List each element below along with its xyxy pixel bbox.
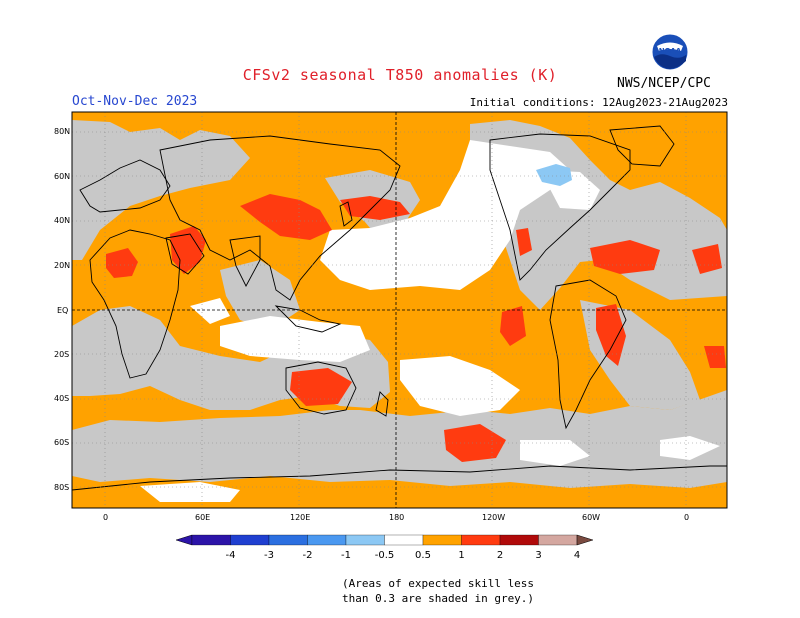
lat-label: 20N: [54, 261, 71, 270]
colorbar-label: 4: [574, 550, 580, 561]
colorbar-label: 2: [497, 550, 503, 561]
agency-label: NWS/NCEP/CPC: [617, 76, 711, 91]
chart-title: CFSv2 seasonal T850 anomalies (K): [242, 66, 558, 84]
lon-label: 0: [103, 513, 109, 522]
colorbar-swatch: [422, 534, 462, 546]
colorbar-label: 3: [535, 550, 541, 561]
colorbar-label: -0.5: [375, 550, 395, 561]
lon-label: 60E: [195, 513, 211, 522]
colorbar-swatch: [230, 534, 270, 546]
lat-label: 40N: [54, 216, 71, 225]
lat-label: 40S: [54, 394, 70, 403]
reference-lines: [72, 112, 727, 508]
colorbar-swatch: [307, 534, 347, 546]
colorbar-label: -4: [226, 550, 236, 561]
colorbar-label: -2: [303, 550, 313, 561]
colorbar-end: [175, 534, 193, 546]
lat-label: EQ: [57, 306, 69, 315]
lat-label: 60N: [54, 172, 71, 181]
logo-text: NOAA: [659, 47, 682, 55]
noaa-logo-icon: NOAA: [651, 33, 689, 71]
lon-label: 60W: [582, 513, 601, 522]
colorbar-label: 0.5: [415, 550, 431, 561]
skill-note-line: (Areas of expected skill less: [342, 577, 535, 590]
lat-label: 80S: [54, 483, 70, 492]
initial-conditions: Initial conditions: 12Aug2023-21Aug2023: [469, 96, 728, 109]
colorbar-swatch: [268, 534, 308, 546]
colorbar: -4 -3 -2 -1 -0.5 0.5 1 2 3 4: [175, 534, 594, 561]
coastlines: [71, 125, 727, 491]
map-frame: [71, 111, 728, 509]
colorbar-swatch: [499, 534, 539, 546]
skill-note-line: than 0.3 are shaded in grey.): [342, 592, 535, 605]
colorbar-label: 1: [458, 550, 464, 561]
skill-note: (Areas of expected skill less than 0.3 a…: [342, 576, 534, 606]
lat-label: 60S: [54, 438, 70, 447]
colorbar-swatch: [191, 534, 231, 546]
colorbar-end: [576, 534, 594, 546]
lat-label: 80N: [54, 127, 71, 136]
colorbar-swatch: [538, 534, 578, 546]
colorbar-swatch: [461, 534, 501, 546]
colorbar-swatch: [384, 534, 424, 546]
lon-label: 120E: [290, 513, 311, 522]
lon-label: 120W: [482, 513, 506, 522]
colorbar-label: -3: [264, 550, 274, 561]
lat-label: 20S: [54, 350, 70, 359]
cold-anomaly-region: [536, 164, 572, 186]
warm-anomaly-regions: [106, 194, 726, 462]
lon-label: 180: [389, 513, 405, 522]
colorbar-swatch: [345, 534, 385, 546]
forecast-period: Oct-Nov-Dec 2023: [72, 94, 198, 109]
anomaly-map: [71, 111, 728, 509]
colorbar-label: -1: [341, 550, 351, 561]
lon-label: 0: [684, 513, 690, 522]
